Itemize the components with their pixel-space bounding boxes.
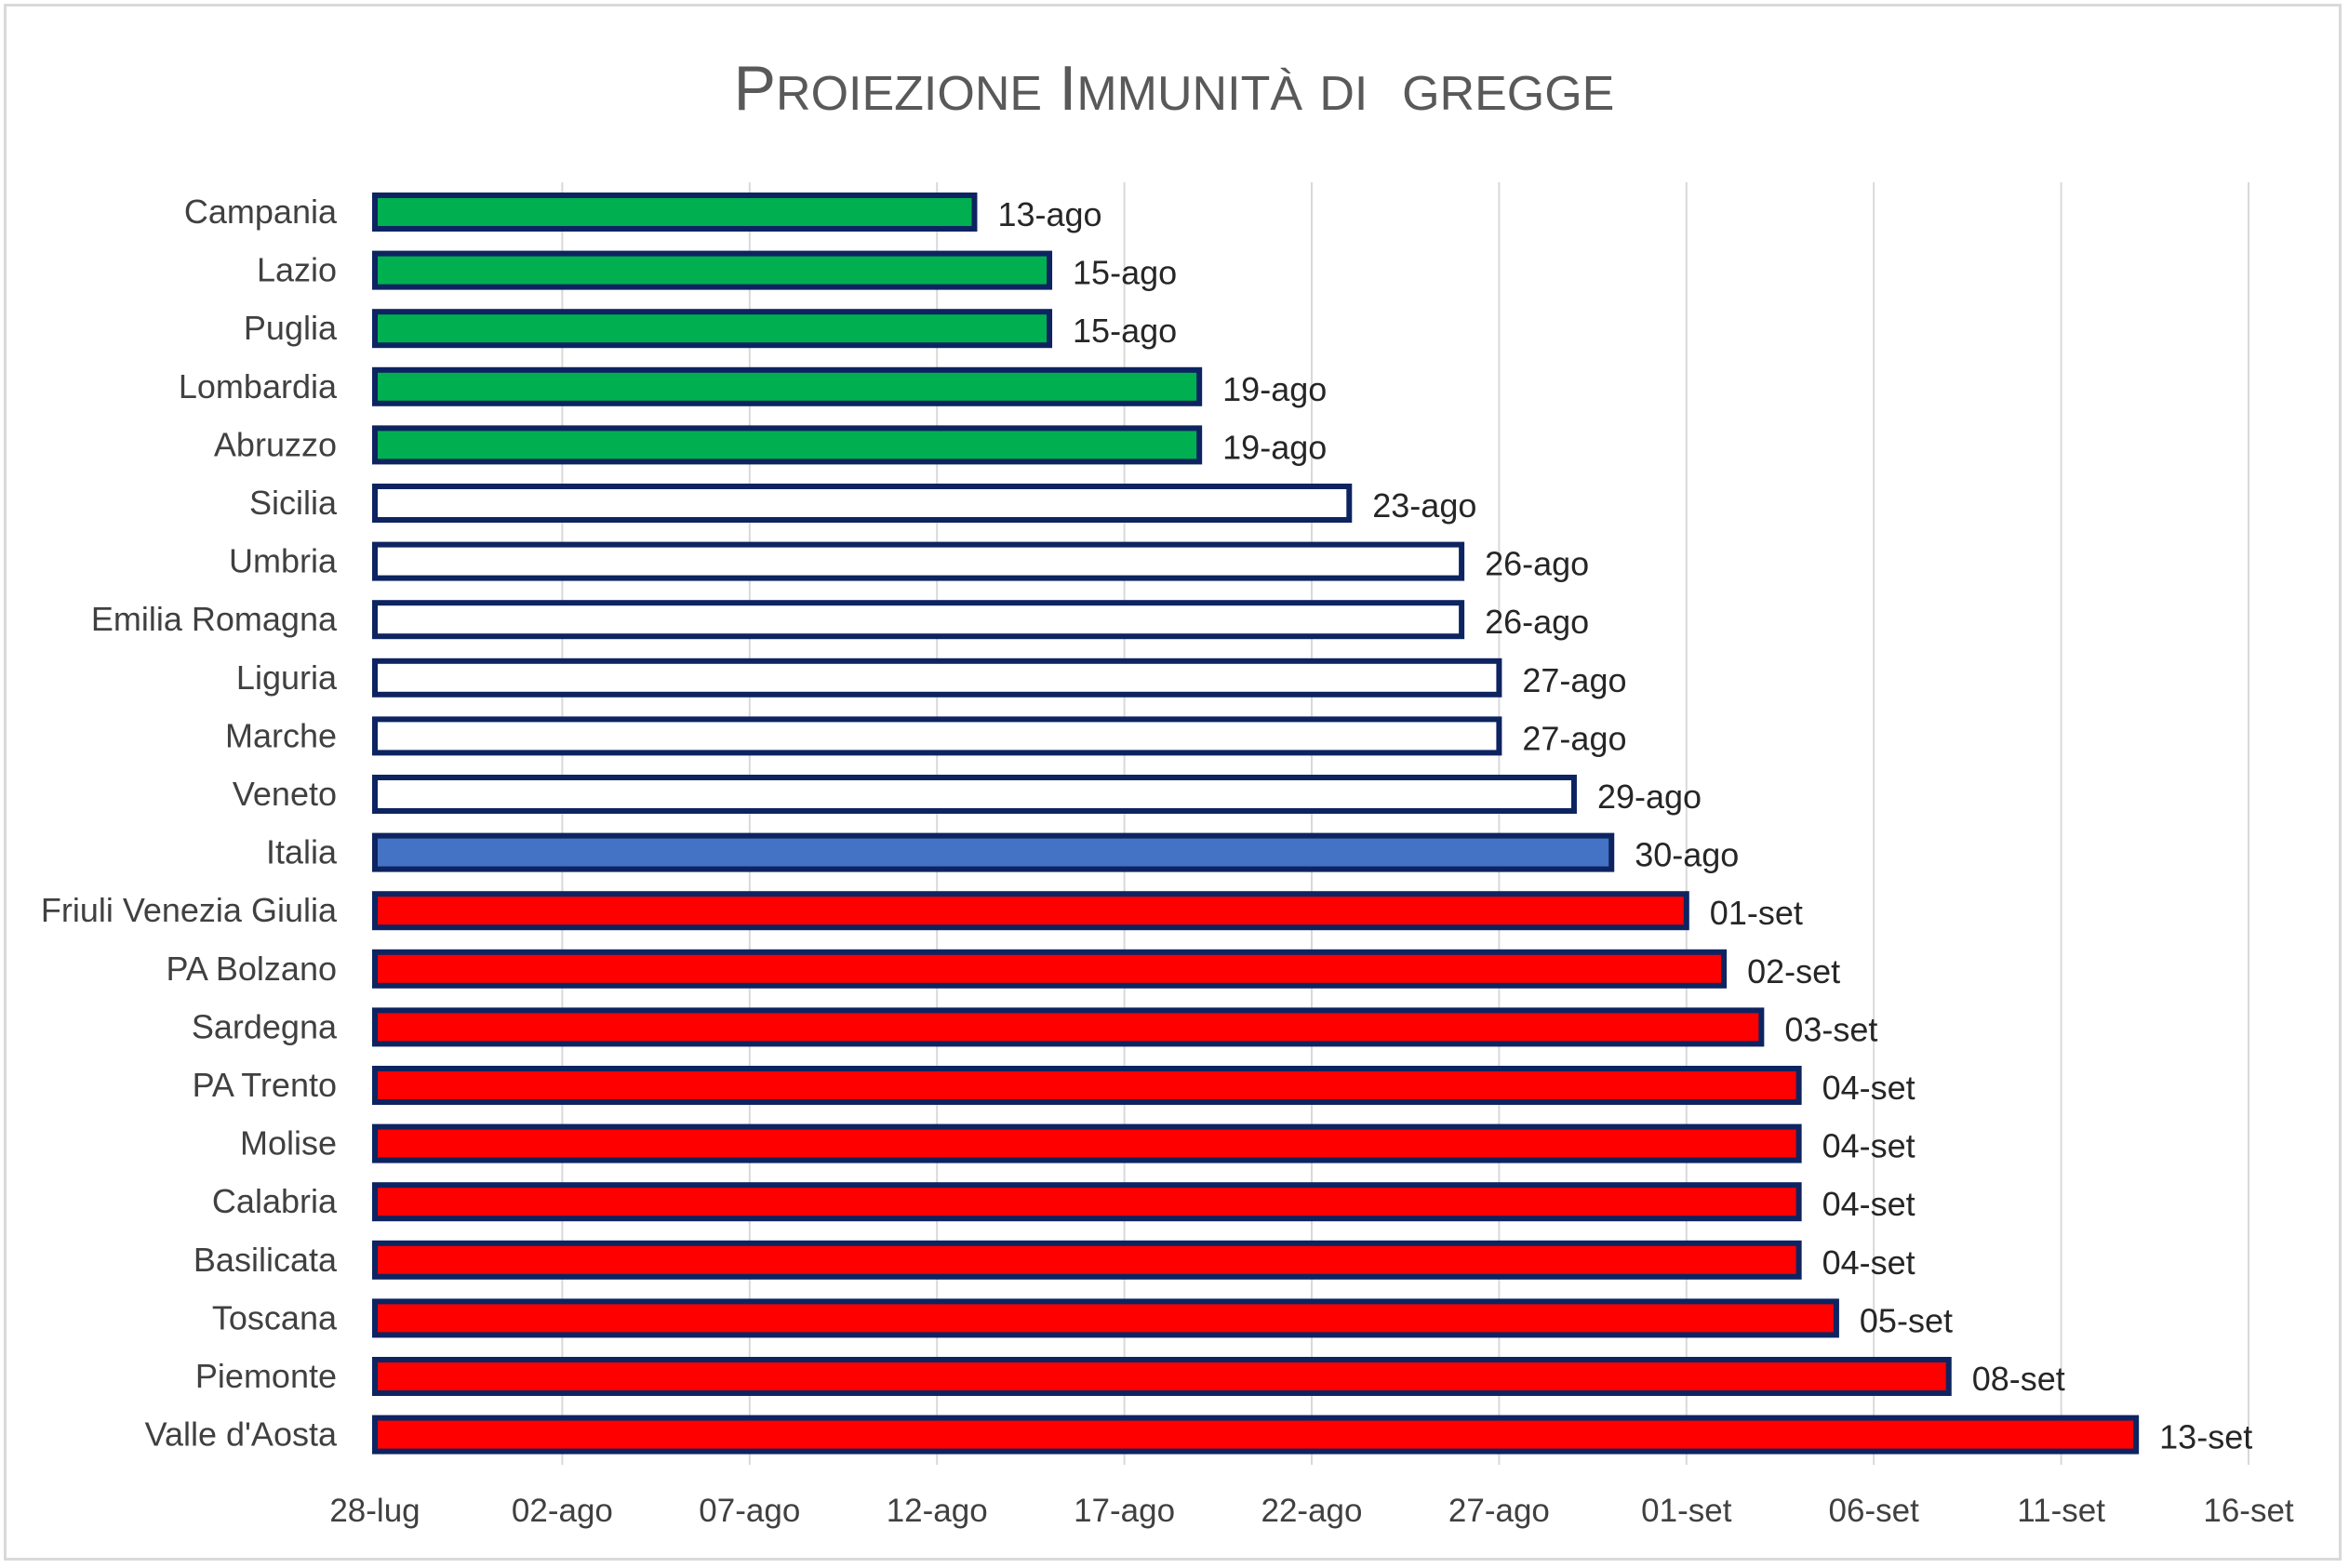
x-tick-label: 02-ago [512,1493,613,1529]
bar [372,600,1465,640]
category-label: Toscana [212,1298,338,1336]
x-axis-tick-labels: 28-lug 02-ago 07-ago 12-ago 17-ago 22-ago 27-a… [329,1493,2294,1529]
category-label: Molise [240,1124,337,1163]
bar [372,1123,1802,1163]
data-label: 26-ago [1485,603,1589,641]
category-label: Umbria [229,542,338,580]
bar [372,891,1689,931]
data-label: 26-ago [1485,545,1589,583]
data-label: 23-ago [1372,486,1476,525]
data-label: 15-ago [1073,312,1177,350]
category-label: Abruzzo [214,425,337,463]
data-label: 04-set [1822,1069,1915,1107]
category-label: Puglia [244,309,338,347]
category-label: Emilia Romagna [91,600,338,638]
bar [372,1240,1802,1280]
data-label: 27-ago [1522,719,1626,757]
data-label: 13-ago [997,195,1101,233]
x-tick-label: 28-lug [329,1493,420,1529]
data-label: 04-set [1822,1185,1915,1223]
bars [372,193,2140,1455]
bar [372,484,1353,523]
data-label: 29-ago [1597,777,1702,816]
bar [372,1007,1765,1047]
bar [372,250,1053,290]
data-label: 05-set [1860,1301,1953,1339]
data-label: 19-ago [1222,428,1327,466]
category-label: Veneto [233,775,337,813]
data-labels: 13-ago15-ago15-ago19-ago19-ago23-ago26-a… [997,195,2252,1456]
data-label: 15-ago [1073,254,1177,292]
data-label: 04-set [1822,1127,1915,1165]
bar [372,193,978,232]
bar [372,658,1502,698]
bar [372,949,1728,989]
data-label: 27-ago [1522,661,1626,699]
data-label: 04-set [1822,1243,1915,1282]
category-labels: Campania Lazio Puglia Lombardia Abruzzo Sicil… [41,193,338,1454]
data-label: 08-set [1972,1360,2065,1398]
category-label: Liguria [236,658,338,697]
bar [372,1298,1839,1338]
x-tick-label: 22-ago [1261,1493,1363,1529]
bar [372,1182,1802,1222]
data-label: 03-set [1784,1010,1877,1048]
category-label: Calabria [212,1182,338,1220]
bar [372,425,1203,465]
bar [372,716,1502,756]
bar [372,309,1053,349]
x-tick-label: 27-ago [1448,1493,1550,1529]
category-label: Piemonte [195,1357,337,1395]
category-label: Campania [184,193,338,231]
category-label: PA Trento [193,1066,337,1104]
category-label: Lazio [257,251,337,289]
data-label: 13-set [2159,1418,2252,1456]
data-label: 02-set [1747,952,1840,990]
category-label: Italia [266,833,338,871]
bar [372,366,1203,406]
x-tick-label: 16-set [2203,1493,2294,1529]
bar [372,1066,1802,1105]
data-label: 19-ago [1222,370,1327,408]
category-label: PA Bolzano [167,950,337,988]
x-tick-label: 11-set [2017,1493,2105,1529]
x-tick-label: 12-ago [887,1493,988,1529]
category-label: Marche [225,716,337,754]
x-tick-label: 01-set [1641,1493,1732,1529]
x-tick-label: 17-ago [1074,1493,1175,1529]
category-label: Lombardia [179,367,338,405]
bar [372,1357,1952,1396]
bar [372,1415,2140,1455]
x-tick-label: 06-set [1829,1493,1920,1529]
category-label: Basilicata [194,1241,338,1279]
category-label: Sicilia [249,484,338,522]
x-tick-label: 07-ago [699,1493,800,1529]
bar [372,541,1465,581]
data-label: 30-ago [1635,836,1739,874]
category-label: Valle d'Aosta [145,1415,338,1454]
category-label: Friuli Venezia Giulia [41,891,338,929]
data-label: 01-set [1710,894,1803,932]
chart-title: PROIEZIONE IMMUNITÀ DI GREGGE [734,53,1615,124]
category-label: Sardegna [192,1007,338,1045]
bar [372,775,1577,814]
bar [372,832,1615,872]
